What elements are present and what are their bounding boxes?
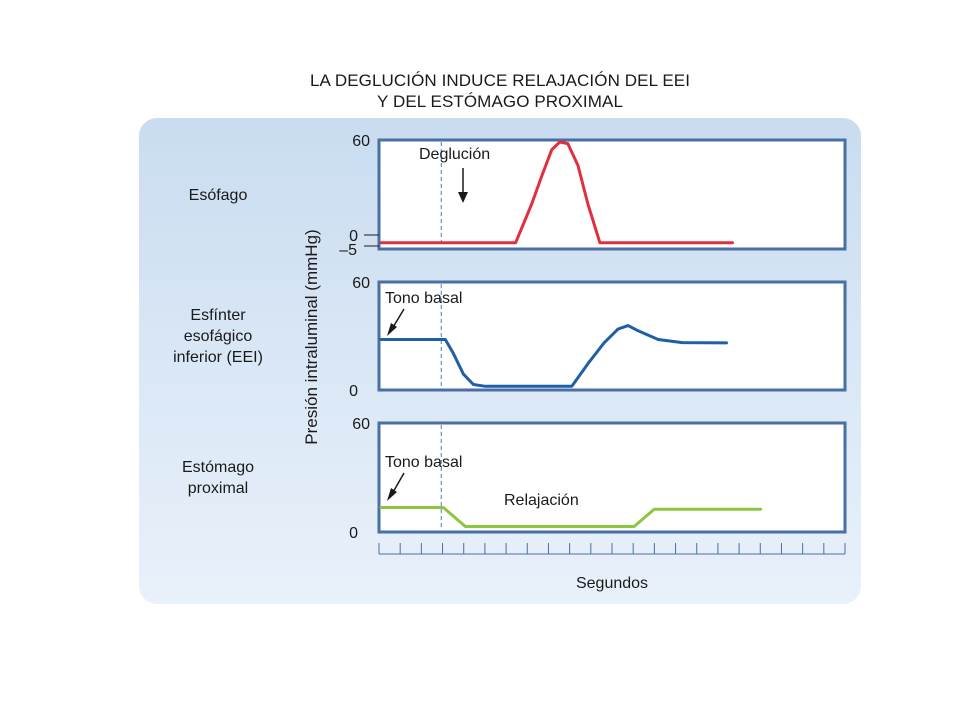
chart-title-line-1: LA DEGLUCIÓN INDUCE RELAJACIÓN DEL EEI [309,71,691,90]
row-label-estomago-line-1: Estómago [181,459,255,476]
arrow-tono-basal-estomago-head [387,488,397,501]
y-tick-label-0-panel-2: 0 [349,383,358,400]
x-axis-label: Segundos [576,575,648,592]
arrow-tono-basal-eei-head [387,323,397,336]
series-line-panel-2 [379,324,728,388]
row-label-estomago-line-2: proximal [187,480,249,497]
row-label-eei-line-1: Esfínter [190,307,246,324]
row-label-eei-line-2: esofágico [183,328,253,345]
y-axis-label: Presión intraluminal (mmHg) [302,229,321,444]
plot-frame-3 [377,421,847,534]
annotation-tono-basal-eei: Tono basal [385,290,462,307]
annotation-relajacion: Relajación [504,492,579,509]
y-tick-label-0-panel-1: 0 [349,228,358,245]
plot-frame-1 [377,138,847,251]
chart-title-line-2: Y DEL ESTÓMAGO PROXIMAL [376,92,624,111]
annotation-tono-basal-estomago: Tono basal [385,454,462,471]
annotation-deglucion: Deglución [419,146,490,163]
series-line-panel-1 [379,140,734,245]
y-tick-label-60-panel-3: 60 [352,416,370,433]
row-label-estomago: Estómago proximal [158,457,278,499]
row-label-esofago: Esófago [188,187,248,204]
arrow-deglucion-head [458,192,468,203]
series-line-panel-3 [379,506,763,528]
y-tick-label-0-panel-3: 0 [349,525,358,542]
row-label-eei-line-3: inferior (EEI) [173,349,263,366]
chart-title: LA DEGLUCIÓN INDUCE RELAJACIÓN DEL EEI Y… [0,70,960,112]
y-tick-label-60-panel-1: 60 [352,133,370,150]
y-tick-label-60-panel-2: 60 [352,275,370,292]
y-tick-label-minus5-panel-1: –5 [339,242,357,259]
row-label-eei: Esfínter esofágico inferior (EEI) [158,305,278,368]
